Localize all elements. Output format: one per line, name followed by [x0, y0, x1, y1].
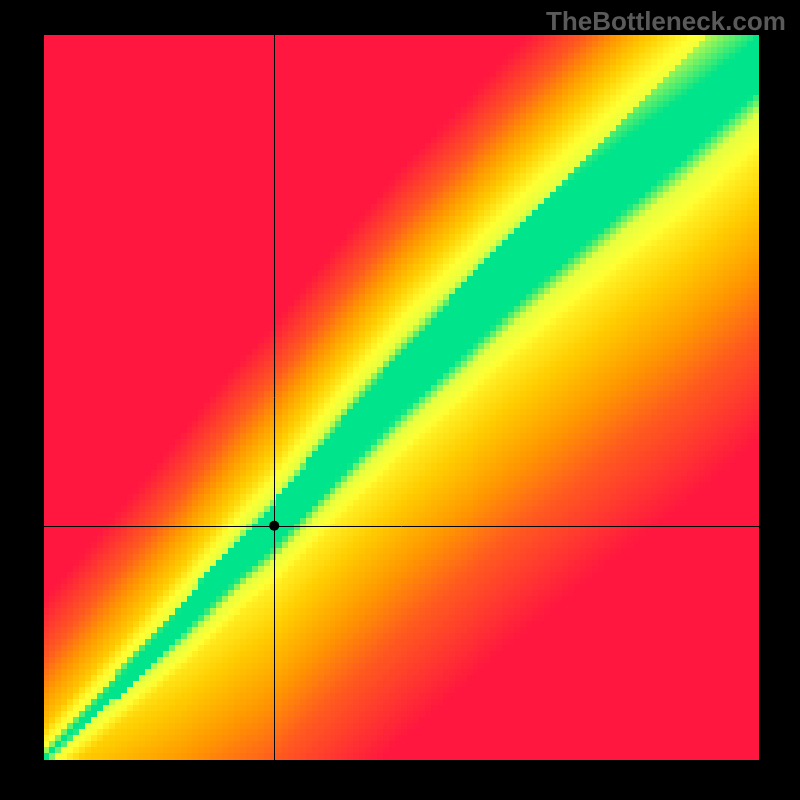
bottleneck-heatmap: [44, 35, 759, 760]
stage: TheBottleneck.com: [0, 0, 800, 800]
watermark-text: TheBottleneck.com: [546, 6, 786, 37]
